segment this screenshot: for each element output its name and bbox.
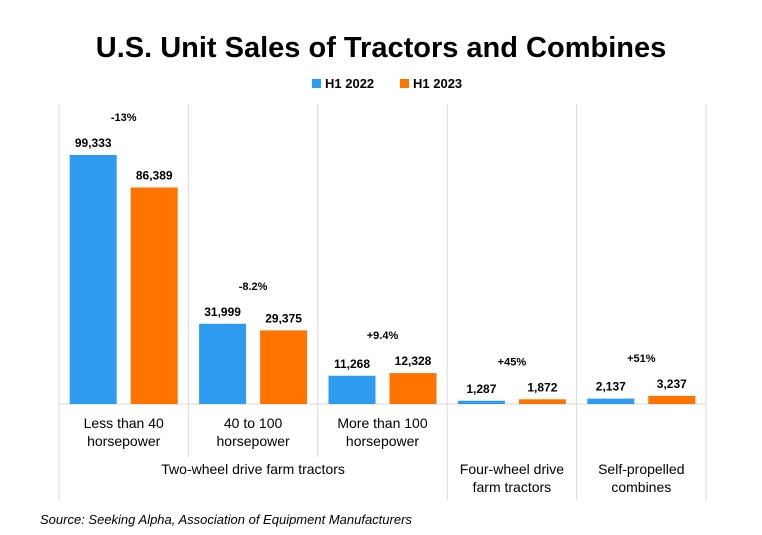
- chart-title: U.S. Unit Sales of Tractors and Combines: [96, 32, 666, 64]
- bar-1-4: [457, 400, 505, 404]
- category-label-1: horsepower: [87, 433, 160, 449]
- category-label-2: 40 to 100: [224, 415, 283, 431]
- group-label-3: Self-propelled: [598, 461, 684, 477]
- bar-2-4: [518, 399, 566, 404]
- category-label-3: More than 100: [337, 415, 427, 431]
- data-labels: 99,333 86,389 31,999 29,375 11,268 12,328 1,28…: [75, 136, 687, 396]
- group-label-1: Two-wheel drive farm tractors: [161, 461, 345, 477]
- category-labels: Less than 40 horsepower 40 to 100 horsepowe…: [84, 415, 428, 449]
- category-label-3: horsepower: [346, 433, 419, 449]
- data-label-2-2: 29,375: [265, 311, 302, 325]
- data-label-2-3: 12,328: [395, 354, 432, 368]
- bars: [69, 155, 696, 404]
- change-labels: -13% -8.2% +9.4% +45% +51%: [111, 112, 656, 368]
- legend-swatch-2: [400, 79, 409, 88]
- group-label-2: farm tractors: [473, 479, 552, 495]
- bar-1-5: [587, 398, 635, 404]
- bar-2-1: [130, 187, 178, 404]
- bar-2-2: [260, 330, 308, 404]
- change-label-3: +9.4%: [367, 330, 399, 342]
- legend-label-2: H1 2023: [413, 76, 462, 91]
- group-label-3: combines: [611, 479, 671, 495]
- legend: H1 2022 H1 2023: [312, 76, 462, 91]
- data-label-2-5: 3,237: [657, 377, 687, 391]
- data-label-1-3: 11,268: [334, 357, 370, 371]
- bar-2-5: [648, 395, 696, 404]
- category-label-2: horsepower: [217, 433, 290, 449]
- change-label-4: +45%: [498, 356, 527, 368]
- data-label-1-4: 1,287: [466, 382, 496, 396]
- data-label-1-5: 2,137: [596, 380, 626, 394]
- legend-swatch-1: [312, 79, 321, 88]
- bar-2-3: [389, 373, 437, 404]
- bar-1-1: [69, 155, 117, 404]
- change-label-5: +51%: [627, 353, 656, 365]
- data-label-2-1: 86,389: [136, 168, 173, 182]
- change-label-1: -13%: [111, 112, 137, 124]
- data-label-2-4: 1,872: [527, 380, 557, 394]
- data-label-1-2: 31,999: [204, 305, 241, 319]
- group-label-2: Four-wheel drive: [460, 461, 564, 477]
- source-note: Source: Seeking Alpha, Association of Eq…: [40, 512, 412, 527]
- legend-label-1: H1 2022: [325, 76, 374, 91]
- category-label-1: Less than 40: [84, 415, 164, 431]
- group-labels: Two-wheel drive farm tractors Four-wheel …: [161, 461, 684, 495]
- bar-1-2: [199, 323, 247, 404]
- change-label-2: -8.2%: [239, 281, 268, 293]
- bar-1-3: [328, 375, 376, 404]
- data-label-1-1: 99,333: [75, 136, 112, 150]
